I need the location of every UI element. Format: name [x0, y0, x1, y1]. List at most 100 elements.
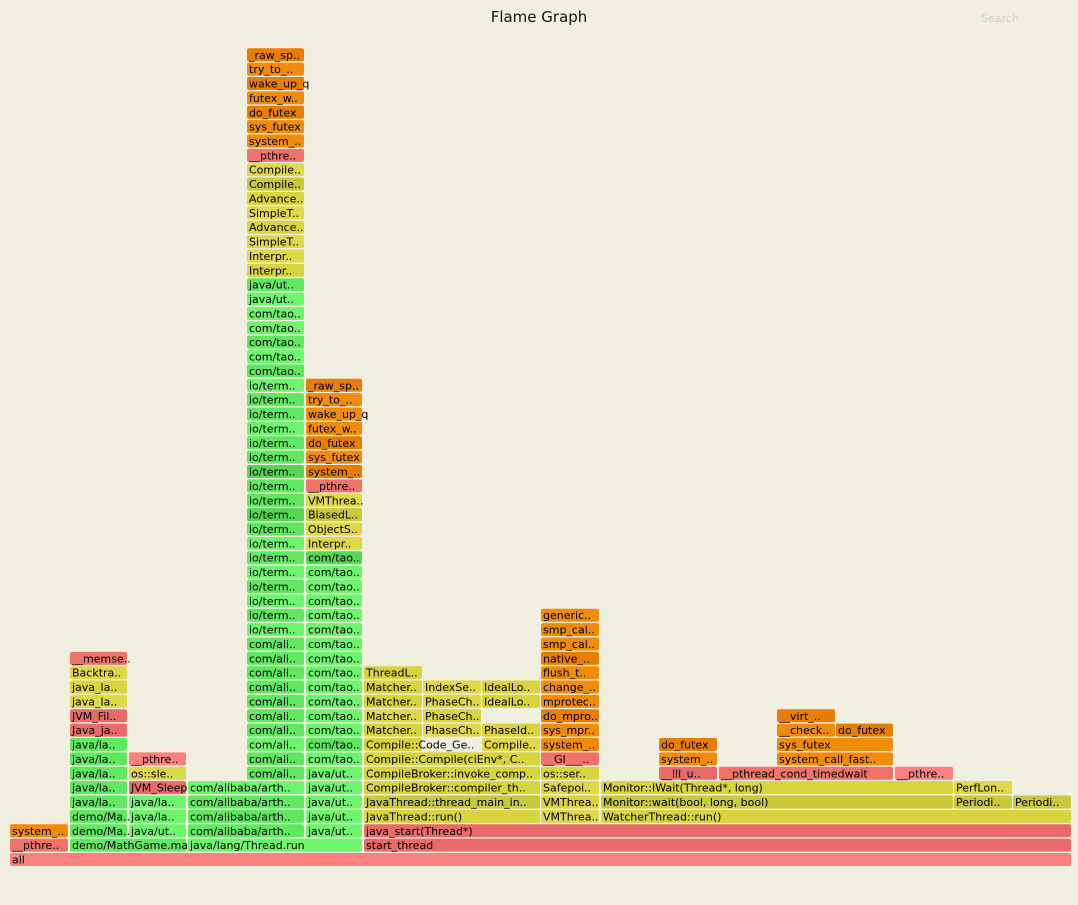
frame-io-term[interactable]: io/term.. — [247, 436, 304, 450]
frame-com-tao[interactable]: com/tao.. — [306, 565, 362, 580]
search-button[interactable]: Search — [981, 12, 1019, 25]
frame-do-futex[interactable]: do_futex — [306, 436, 362, 450]
frame-bar[interactable] — [306, 522, 362, 536]
frame-bar[interactable] — [306, 637, 362, 651]
frame-virt[interactable]: __virt_.. — [777, 709, 835, 723]
frame-bar[interactable] — [129, 766, 186, 780]
frame-com-ali[interactable]: com/ali.. — [247, 766, 304, 781]
frame-bar[interactable] — [247, 465, 304, 479]
frame-java-la[interactable]: java/la.. — [70, 766, 127, 781]
frame-bar[interactable] — [70, 824, 127, 838]
frame-bar[interactable] — [70, 809, 127, 823]
frame-com-tao[interactable]: com/tao.. — [306, 623, 362, 637]
frame-bar[interactable] — [247, 723, 304, 737]
frame-matcher[interactable]: Matcher.. — [364, 680, 422, 695]
frame-bar[interactable] — [482, 694, 540, 708]
frame-sys-mpr[interactable]: sys_mpr.. — [541, 723, 599, 738]
frame-java-lang-thread-run[interactable]: java/lang/Thread.run — [188, 838, 362, 853]
frame-jvm-fil[interactable]: JVM_Fil.. — [70, 709, 127, 723]
frame-bar[interactable] — [954, 781, 1012, 795]
frame-bar[interactable] — [364, 723, 422, 737]
frame-bar[interactable] — [247, 479, 304, 493]
frame-phasech[interactable]: PhaseCh.. — [423, 694, 481, 709]
frame-bar[interactable] — [306, 393, 362, 407]
frame-pthre[interactable]: __pthre.. — [129, 752, 186, 766]
frame-safepoi[interactable]: Safepoi.. — [541, 781, 599, 795]
frame-bar[interactable] — [541, 637, 599, 651]
frame-com-ali[interactable]: com/ali.. — [247, 637, 304, 651]
frame-bar[interactable] — [541, 694, 599, 708]
frame-bar[interactable] — [364, 809, 540, 823]
frame-com-alibaba-arth[interactable]: com/alibaba/arth.. — [188, 795, 304, 810]
frame-bar[interactable] — [306, 608, 362, 622]
frame-bar[interactable] — [306, 508, 362, 522]
frame-bar[interactable] — [247, 738, 304, 752]
frame-bar[interactable] — [1013, 795, 1071, 809]
frame-java-la[interactable]: java_la.. — [70, 680, 127, 695]
frame-futex-w[interactable]: futex_w.. — [247, 91, 304, 105]
frame-bar[interactable] — [70, 651, 127, 665]
frame-com-ali[interactable]: com/ali.. — [247, 723, 304, 738]
frame-bar[interactable] — [10, 824, 68, 838]
frame-sys-futex[interactable]: sys_futex — [247, 120, 304, 134]
frame-bar[interactable] — [70, 752, 127, 766]
frame-io-term[interactable]: io/term.. — [247, 508, 304, 522]
frame-com-ali[interactable]: com/ali.. — [247, 666, 304, 680]
frame-bar[interactable] — [364, 709, 422, 723]
frame-bar[interactable] — [247, 766, 304, 780]
frame-wake-up-q[interactable]: wake_up_q — [247, 77, 309, 91]
frame-watcherthread-run[interactable]: WatcherThread::run() — [601, 809, 1071, 824]
frame-bar[interactable] — [247, 651, 304, 665]
frame-io-term[interactable]: io/term.. — [247, 421, 304, 436]
frame-raw-sp[interactable]: _raw_sp.. — [247, 48, 304, 62]
frame-com-ali[interactable]: com/ali.. — [247, 651, 304, 666]
frame-monitor-wait-bool-long-bool[interactable]: Monitor::wait(bool, long, bool) — [601, 795, 953, 810]
frame-bar[interactable] — [247, 177, 304, 191]
frame-bar[interactable] — [306, 680, 362, 694]
frame-io-term[interactable]: io/term.. — [247, 493, 304, 508]
frame-bar[interactable] — [70, 666, 127, 680]
frame-bar[interactable] — [247, 263, 304, 277]
frame-generic[interactable]: generic.. — [541, 608, 599, 623]
frame-com-tao[interactable]: com/tao.. — [306, 608, 362, 623]
frame-java-ut[interactable]: java/ut.. — [306, 766, 362, 781]
frame-bar[interactable] — [247, 105, 304, 119]
frame-javathread-thread-main-in[interactable]: JavaThread::thread_main_in.. — [364, 795, 540, 810]
frame-gi[interactable]: __GI___.. — [541, 752, 599, 766]
frame-bar[interactable] — [423, 709, 481, 723]
frame-periodi[interactable]: Periodi.. — [954, 795, 1012, 810]
frame-bar[interactable] — [247, 335, 304, 349]
frame-matcher[interactable]: Matcher.. — [364, 694, 422, 709]
frame-matcher[interactable]: Matcher.. — [364, 709, 422, 723]
frame-bar[interactable] — [247, 120, 304, 134]
frame-java-la[interactable]: java/la.. — [129, 795, 186, 810]
frame-io-term[interactable]: io/term.. — [247, 450, 304, 465]
frame-do-futex[interactable]: do_futex — [659, 738, 717, 752]
frame-system-call-fast[interactable]: system_call_fast.. — [777, 752, 893, 766]
frame-system[interactable]: system_.. — [306, 465, 362, 479]
frame-simplet[interactable]: SimpleT.. — [247, 206, 304, 220]
frame-io-term[interactable]: io/term.. — [247, 465, 304, 479]
frame-com-tao[interactable]: com/tao.. — [247, 306, 304, 321]
frame-smp-cal[interactable]: smp_cal.. — [541, 637, 599, 651]
frame-bar[interactable] — [247, 393, 304, 407]
frame-bar[interactable] — [70, 766, 127, 780]
frame-bar[interactable] — [423, 723, 481, 737]
frame-bar[interactable] — [364, 838, 1071, 852]
frame-bar[interactable] — [188, 795, 304, 809]
frame-bar[interactable] — [601, 809, 1071, 823]
frame-com-tao[interactable]: com/tao.. — [306, 723, 362, 738]
frame-com-ali[interactable]: com/ali.. — [247, 738, 304, 752]
frame-bar[interactable] — [601, 795, 953, 809]
frame-bar[interactable] — [247, 522, 304, 536]
frame-phasech[interactable]: PhaseCh.. — [423, 709, 481, 723]
frame-com-tao[interactable]: com/tao.. — [306, 680, 362, 695]
frame-bar[interactable] — [306, 795, 362, 809]
frame-bar[interactable] — [247, 493, 304, 507]
frame-bar[interactable] — [482, 723, 540, 737]
frame-bar[interactable] — [306, 407, 362, 421]
frame-bar[interactable] — [247, 536, 304, 550]
frame-java-ut[interactable]: java/ut.. — [306, 781, 362, 795]
frame-bar[interactable] — [70, 709, 127, 723]
frame-bar[interactable] — [364, 824, 1071, 838]
